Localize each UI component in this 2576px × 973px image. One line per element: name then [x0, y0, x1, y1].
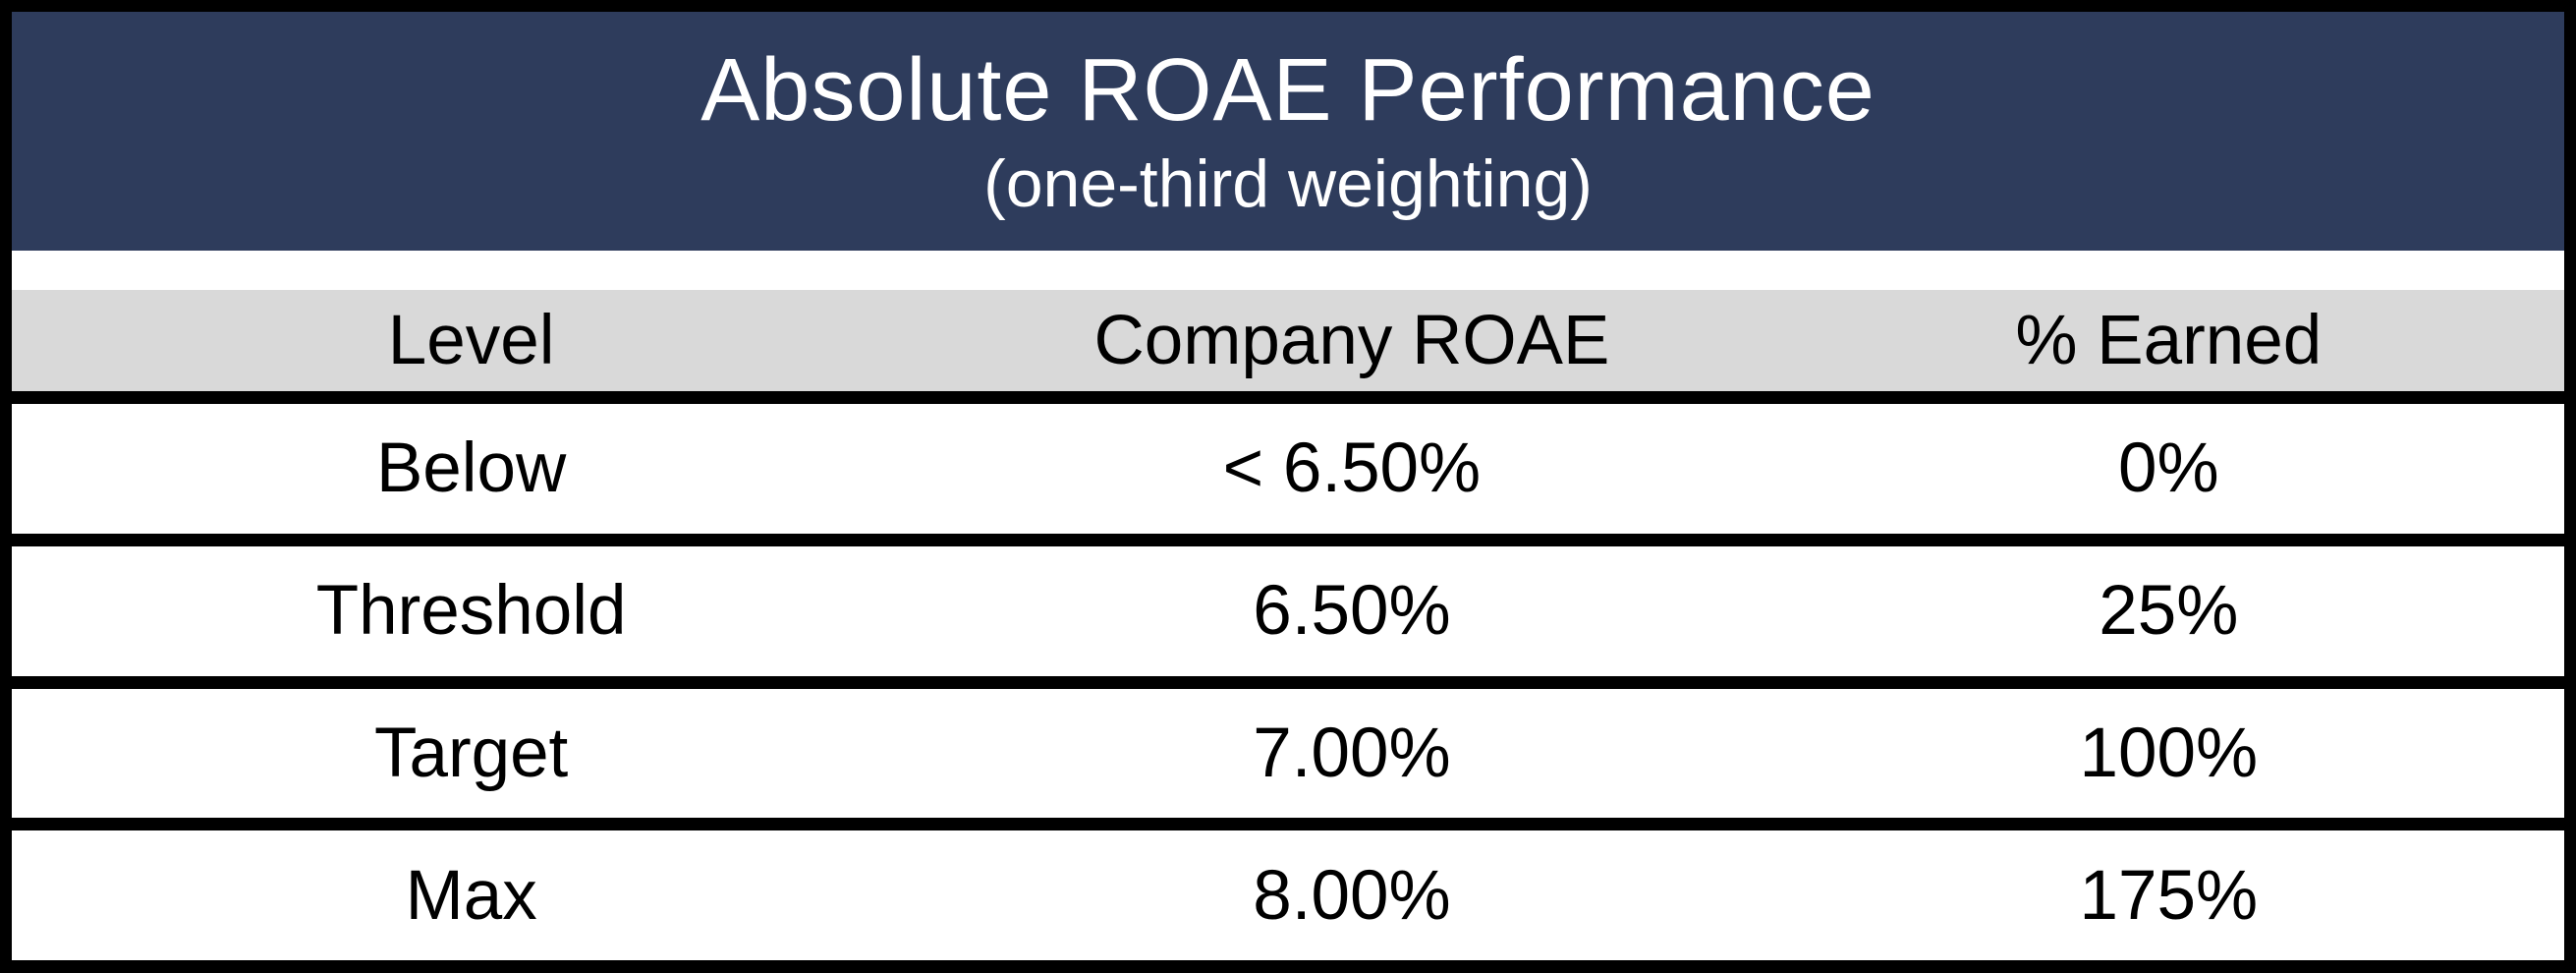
cell-company-roae: < 6.50% [1222, 429, 1482, 508]
table-row-max: Max 8.00% 175% [12, 830, 2564, 960]
column-header-percent-earned: % Earned [2015, 302, 2323, 379]
table-title-band: Absolute ROAE Performance (one-third wei… [12, 12, 2564, 251]
table-row-below: Below < 6.50% 0% [12, 404, 2564, 534]
table-subtitle: (one-third weighting) [983, 145, 1593, 221]
cell-level: Max [405, 856, 537, 935]
table-header-row: Level Company ROAE % Earned [12, 290, 2564, 391]
title-header-spacer [12, 251, 2564, 290]
cell-company-roae: 6.50% [1253, 572, 1451, 651]
cell-company-roae: 8.00% [1253, 856, 1451, 935]
table-row-threshold: Threshold 6.50% 25% [12, 545, 2564, 676]
cell-level: Below [375, 429, 567, 508]
cell-percent-earned: 175% [2079, 856, 2259, 935]
row-separator [12, 533, 2564, 546]
cell-level: Threshold [315, 572, 627, 651]
column-header-level: Level [387, 302, 555, 379]
row-separator [12, 391, 2564, 404]
row-separator [12, 818, 2564, 831]
table-row-target: Target 7.00% 100% [12, 688, 2564, 819]
column-header-company-roae: Company ROAE [1093, 302, 1610, 379]
cell-percent-earned: 100% [2079, 714, 2259, 792]
table-title: Absolute ROAE Performance [700, 40, 1876, 140]
cell-percent-earned: 25% [2099, 572, 2239, 651]
cell-level: Target [373, 714, 569, 792]
cell-percent-earned: 0% [2117, 429, 2219, 508]
cell-company-roae: 7.00% [1253, 714, 1451, 792]
row-separator [12, 675, 2564, 689]
